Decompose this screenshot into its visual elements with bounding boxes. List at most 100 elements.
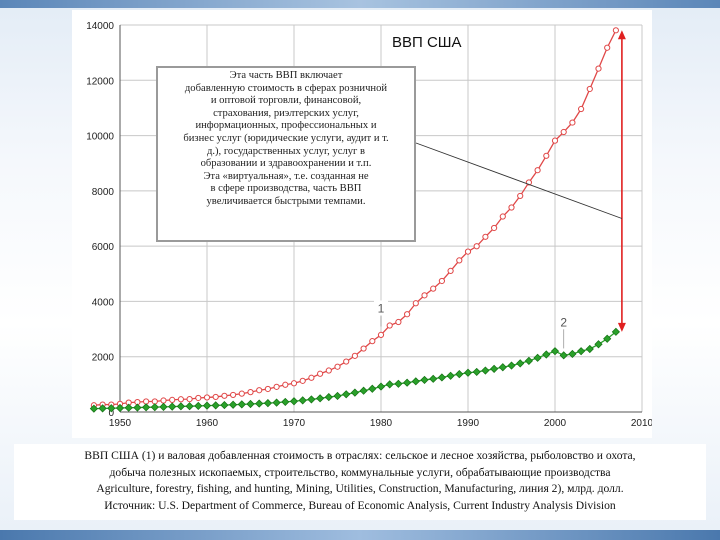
series-2-point — [420, 375, 429, 385]
series-2-point — [437, 373, 446, 382]
series-1-point — [360, 345, 367, 352]
series-1-point — [456, 257, 463, 264]
series-2-point — [550, 347, 560, 356]
series-2-point — [429, 374, 438, 383]
series-2-point — [168, 402, 177, 411]
caption-line: Agriculture, forestry, fishing, and hunt… — [96, 482, 624, 495]
series-1-point — [377, 331, 385, 339]
series-1-point — [604, 44, 611, 51]
y-tick-label: 2000 — [92, 353, 115, 364]
series-1-point — [421, 292, 428, 299]
series-2-point — [498, 363, 507, 372]
gap-arrow-head-top — [617, 30, 626, 40]
series-2-point — [176, 402, 185, 411]
series-1-gdp — [90, 27, 620, 409]
series-2-point — [263, 399, 272, 408]
note-line: страхования, риэлтерских услуг, — [213, 107, 359, 119]
series-2-point — [490, 364, 499, 373]
series-1-point — [438, 277, 445, 285]
series-2-point — [98, 404, 107, 413]
series-1-point — [186, 395, 193, 403]
series-2-point — [229, 400, 238, 409]
series-2-point — [281, 397, 290, 407]
x-tick-label: 1980 — [370, 418, 393, 429]
series-1-point — [499, 213, 506, 220]
series-1-point — [169, 396, 176, 403]
x-tick-labels: 1950 1960 1970 1980 1990 2000 2010 — [109, 418, 654, 429]
x-tick-label: 1970 — [283, 418, 306, 429]
series-2-point — [594, 340, 603, 349]
series-2-point — [394, 379, 403, 388]
series-2-point — [603, 334, 612, 343]
series-2-point — [542, 350, 551, 359]
series-1-point — [517, 192, 524, 200]
y-tick-label: 10000 — [86, 132, 114, 143]
note-line: в сфере производства, часть ВВП — [210, 183, 362, 195]
series-2-point — [446, 371, 455, 380]
series-1-point — [473, 243, 480, 250]
series-2-point — [368, 384, 377, 393]
series-1-point — [612, 27, 620, 34]
annotations: 12 — [374, 30, 626, 349]
series-2-point — [115, 403, 125, 413]
note-line: добавленную стоимость в сферах розничной — [184, 82, 388, 94]
series-2-point — [185, 402, 194, 411]
series-1-point — [578, 105, 585, 113]
series-2-point — [559, 351, 568, 360]
series-1-point — [386, 322, 393, 329]
series-1-point — [273, 383, 280, 390]
series-2-point — [524, 356, 533, 365]
series-2-label: 2 — [560, 315, 567, 329]
series-2-point — [298, 396, 307, 405]
caption-line: Источник: U.S. Department of Commerce, B… — [104, 498, 616, 512]
series-2-point — [133, 403, 142, 412]
series-2-point — [333, 391, 342, 401]
series-2-point — [585, 344, 594, 354]
note-line: увеличивается быстрыми темпами. — [206, 195, 366, 207]
chart-caption: ВВП США (1) и валовая добавленная стоимо… — [14, 444, 706, 520]
y-tick-label: 6000 — [92, 242, 115, 253]
series-2-point — [272, 398, 281, 407]
y-tick-label: 4000 — [92, 297, 115, 308]
series-2-point — [246, 399, 255, 409]
series-1-point — [464, 248, 472, 255]
series-2-point — [342, 390, 351, 399]
note-line: и оптовой торговли, финансовой, — [210, 95, 362, 107]
series-1-point — [395, 318, 402, 326]
note-line: д.), государственных услуг, услуг в — [206, 145, 366, 157]
series-1-point — [551, 137, 559, 144]
series-1-point — [543, 152, 550, 159]
series-2-point — [568, 349, 577, 359]
note-pointer-line — [415, 142, 623, 219]
series-1-point — [595, 65, 602, 72]
series-1-point — [351, 352, 358, 359]
x-tick-label: 2000 — [544, 418, 567, 429]
series-1-point — [160, 397, 167, 404]
series-2-point — [403, 378, 412, 387]
series-2-point — [385, 380, 394, 389]
series-1-point — [404, 311, 411, 318]
series-2-point — [194, 401, 203, 411]
series-1-point — [256, 387, 263, 394]
series-1-point — [264, 385, 271, 393]
series-2-point — [124, 403, 133, 412]
series-1-point — [447, 267, 454, 275]
series-1-point — [238, 390, 245, 397]
y-tick-label: 0 — [108, 408, 114, 419]
chart-title: ВВП США — [392, 34, 462, 51]
label-2-bg — [556, 314, 571, 331]
series-1-point — [430, 285, 437, 292]
series-1-point — [221, 392, 228, 399]
x-tick-label: 2010 — [631, 418, 652, 429]
series-1-point — [203, 394, 211, 401]
series-2-point — [159, 402, 168, 411]
series-2-point — [411, 377, 420, 386]
series-1-point — [195, 394, 202, 402]
series-1-point — [317, 370, 324, 377]
series-2-point — [255, 399, 264, 408]
y-tick-labels: 0 2000 4000 6000 8000 10000 12000 14000 — [86, 21, 114, 419]
series-2-point — [533, 353, 542, 362]
series-1-point — [508, 204, 515, 211]
series-1-point — [560, 128, 567, 136]
series-1-point — [308, 374, 315, 381]
